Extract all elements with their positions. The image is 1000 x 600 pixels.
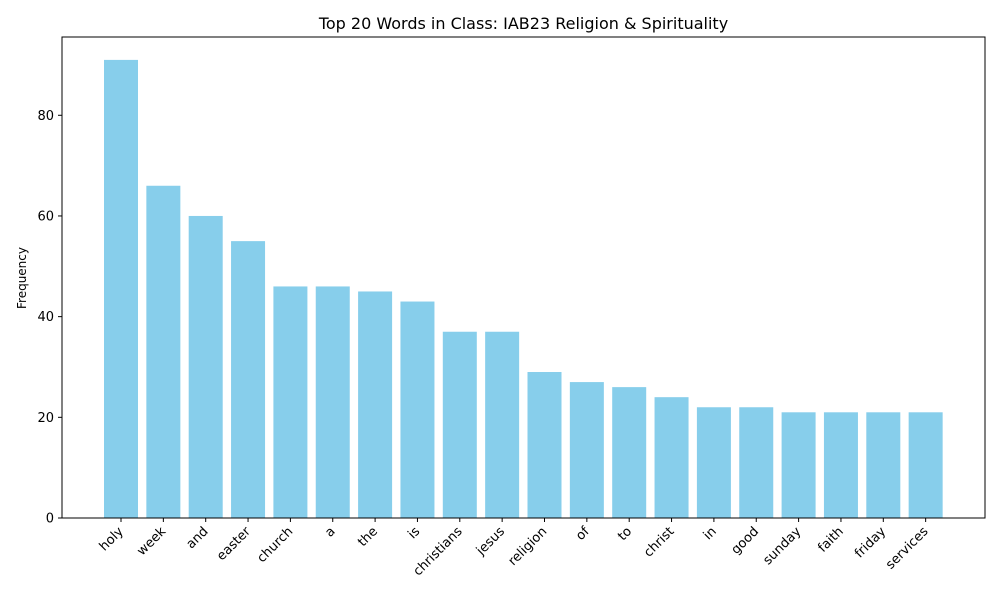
y-tick-label: 40 xyxy=(37,310,54,325)
x-tick-label: of xyxy=(573,524,593,544)
bar-in xyxy=(696,407,731,518)
x-tick-label: holy xyxy=(97,524,127,554)
x-tick-label: week xyxy=(134,524,169,559)
bar-to xyxy=(612,387,647,518)
x-tick-label: faith xyxy=(815,524,846,555)
x-tick-label: religion xyxy=(506,524,551,569)
x-tick-label: to xyxy=(615,524,635,544)
x-tick-label: easter xyxy=(214,524,254,564)
x-tick-label: sunday xyxy=(760,524,804,568)
y-tick-label: 80 xyxy=(37,109,54,124)
bar-christians xyxy=(442,331,477,518)
plot-frame xyxy=(61,36,986,519)
bars-group xyxy=(104,59,943,519)
y-axis-ticks: 0 20 40 60 80 xyxy=(37,109,62,527)
x-tick-label: in xyxy=(701,524,720,543)
x-tick-label: good xyxy=(729,524,763,558)
chart-title: Top 20 Words in Class: IAB23 Religion & … xyxy=(318,14,728,33)
bar-of xyxy=(569,382,604,518)
bar-christ xyxy=(654,397,689,518)
bar-good xyxy=(739,407,774,518)
x-tick-label: a xyxy=(322,524,338,540)
bar-religion xyxy=(527,372,562,518)
bar-friday xyxy=(866,412,901,518)
y-axis-label: Frequency xyxy=(15,247,29,309)
bar-and xyxy=(188,215,223,518)
y-tick-label: 0 xyxy=(46,512,54,527)
x-tick-label: is xyxy=(405,524,423,542)
x-tick-label: christ xyxy=(641,524,677,560)
x-tick-label: friday xyxy=(852,524,889,561)
bar-sunday xyxy=(781,412,816,518)
bar-easter xyxy=(231,241,266,518)
x-tick-label: the xyxy=(355,524,381,550)
x-tick-label: and xyxy=(184,524,212,552)
bar-a xyxy=(315,286,350,518)
bar-church xyxy=(273,286,308,518)
x-tick-label: jesus xyxy=(473,524,508,559)
bar-holy xyxy=(104,59,138,519)
y-tick-label: 60 xyxy=(37,209,54,224)
x-tick-label: church xyxy=(254,524,296,566)
bar-week xyxy=(146,185,181,518)
bar-is xyxy=(400,301,435,518)
bar-the xyxy=(358,291,393,518)
bar-services xyxy=(908,412,943,518)
bar-jesus xyxy=(485,331,520,518)
bar-faith xyxy=(823,412,858,518)
y-tick-label: 20 xyxy=(37,411,54,426)
x-tick-label: services xyxy=(883,524,931,572)
